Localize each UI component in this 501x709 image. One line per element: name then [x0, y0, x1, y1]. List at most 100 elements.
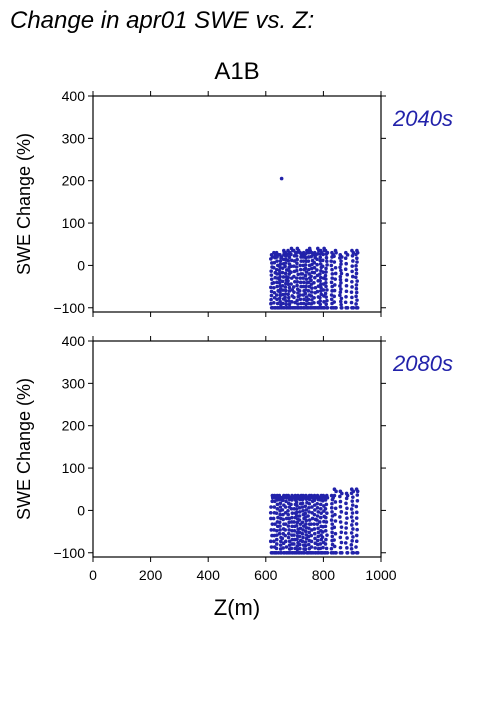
data-point [269, 285, 273, 290]
data-point [339, 540, 344, 545]
data-point [324, 255, 329, 260]
data-point [349, 290, 354, 294]
data-point [286, 531, 291, 536]
data-point [306, 280, 311, 285]
data-point [303, 540, 308, 544]
data-point [283, 271, 288, 276]
data-point [301, 284, 306, 289]
data-point [350, 523, 354, 527]
data-point [323, 506, 328, 511]
data-point [297, 506, 302, 510]
data-point [301, 259, 306, 263]
data-point [310, 298, 314, 302]
data-point [302, 280, 306, 285]
data-point [340, 255, 344, 259]
data-point [292, 295, 296, 300]
data-point [298, 280, 303, 285]
data-point [354, 283, 359, 287]
data-point [283, 288, 288, 293]
data-point [350, 295, 354, 300]
data-point [332, 544, 337, 549]
data-point [281, 275, 286, 279]
data-point [349, 300, 354, 305]
data-point [315, 514, 320, 518]
data-point [315, 268, 319, 272]
data-point [318, 255, 323, 260]
data-point [333, 519, 338, 523]
data-point [320, 264, 325, 269]
data-point [307, 510, 311, 514]
y-tick-label: 200 [62, 173, 86, 189]
data-point [324, 515, 328, 520]
data-point [269, 545, 274, 549]
data-point [292, 264, 296, 268]
x-tick-label: 0 [89, 567, 97, 583]
scatter-points [269, 176, 360, 310]
data-point [318, 520, 322, 524]
data-point [286, 275, 291, 280]
data-point [294, 254, 299, 258]
data-point [299, 301, 303, 306]
data-point [304, 518, 309, 523]
data-point [294, 500, 299, 505]
data-point [338, 504, 343, 509]
data-point [332, 254, 336, 259]
y-tick-label: 200 [62, 418, 86, 434]
data-point [338, 274, 343, 279]
data-point [297, 518, 302, 522]
data-point [303, 547, 308, 551]
data-point [324, 502, 329, 507]
data-point [315, 289, 320, 294]
data-point [338, 290, 343, 294]
data-point [351, 495, 355, 499]
data-point [300, 501, 305, 506]
data-point [323, 291, 328, 296]
data-point [304, 508, 309, 512]
data-point [351, 489, 356, 494]
data-point [339, 287, 343, 291]
data-point [325, 250, 330, 255]
data-point [332, 260, 337, 264]
data-point [275, 297, 279, 302]
data-point [269, 516, 273, 521]
data-point [309, 278, 313, 283]
data-point [269, 273, 274, 277]
data-point [316, 526, 320, 531]
data-point [269, 301, 273, 306]
data-point [339, 525, 344, 529]
data-point [324, 280, 328, 285]
data-point [334, 250, 338, 255]
data-point [300, 531, 305, 536]
data-point [284, 545, 289, 549]
data-point [339, 302, 343, 307]
data-point [295, 298, 299, 303]
data-point [321, 545, 325, 550]
data-point [284, 299, 288, 303]
data-point [280, 283, 285, 288]
data-point [319, 285, 323, 290]
data-point [312, 280, 316, 285]
data-point [330, 284, 334, 289]
data-point [332, 294, 337, 299]
data-point [304, 284, 308, 289]
data-point [287, 539, 292, 544]
data-point [354, 539, 359, 544]
data-point [339, 296, 344, 301]
data-point [290, 524, 294, 529]
data-point [304, 522, 308, 526]
data-point [350, 511, 355, 515]
data-point [330, 534, 335, 539]
data-point [269, 528, 274, 532]
data-point [345, 493, 350, 498]
data-point [332, 525, 337, 530]
outlier-point [279, 176, 284, 181]
data-point [350, 253, 355, 258]
data-point [310, 516, 315, 521]
data-point [286, 509, 290, 513]
data-point [295, 261, 299, 266]
data-point [272, 285, 276, 290]
data-point [333, 277, 338, 281]
data-point [306, 289, 311, 293]
data-point [286, 295, 291, 300]
plot-frame [92, 340, 382, 558]
